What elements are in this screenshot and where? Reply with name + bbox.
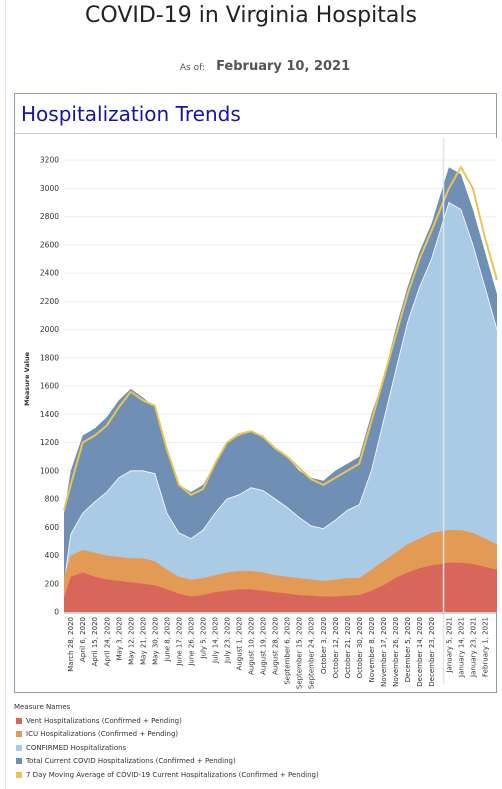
- page-title: COVID-19 in Virginia Hospitals: [85, 3, 417, 28]
- as-of-line: As of: February 10, 2021: [0, 55, 502, 74]
- legend-item[interactable]: CONFIRMED Hospitalizations: [14, 741, 319, 755]
- x-tick-label: November 8, 2020: [368, 617, 376, 682]
- y-tick-label: 400: [45, 551, 60, 560]
- y-tick-label: 1200: [40, 438, 59, 447]
- x-tick-label: July 14, 2020: [212, 617, 220, 664]
- y-tick-label: 2000: [40, 325, 59, 334]
- x-tick-label: October 3, 2020: [320, 617, 328, 674]
- x-tick-label: September 15, 2020: [296, 617, 304, 689]
- legend-swatch: [16, 717, 22, 724]
- y-tick-label: 2800: [40, 212, 59, 221]
- y-tick-label: 0: [54, 608, 59, 617]
- y-tick-label: 1800: [40, 353, 59, 362]
- x-tick-label: October 21, 2020: [344, 617, 352, 678]
- x-tick-label: May 30, 2020: [151, 617, 159, 665]
- legend-label: Vent Hospitalizations (Confirmed + Pendi…: [26, 716, 182, 725]
- x-tick-label: June 26, 2020: [188, 617, 196, 667]
- legend-swatch: [16, 771, 22, 778]
- x-tick-label: April 6, 2020: [79, 617, 87, 662]
- x-tick-label: January 23, 2021: [469, 617, 477, 678]
- x-tick-label: December 23, 2020: [428, 617, 436, 687]
- y-tick-label: 2400: [40, 269, 59, 278]
- legend-swatch: [16, 731, 22, 738]
- legend-label: 7 Day Moving Average of COVID-19 Current…: [26, 770, 319, 779]
- x-tick-label: July 5, 2020: [200, 617, 208, 660]
- legend-label: ICU Hospitalizations (Confirmed + Pendin…: [26, 730, 179, 739]
- x-tick-label: August 10, 2020: [248, 617, 256, 675]
- x-tick-label: September 6, 2020: [284, 617, 292, 685]
- legend-item[interactable]: 7 Day Moving Average of COVID-19 Current…: [14, 768, 319, 782]
- x-tick-label: August 28, 2020: [272, 617, 280, 675]
- legend-label: CONFIRMED Hospitalizations: [26, 743, 127, 752]
- legend-item[interactable]: Total Current COVID Hospitalizations (Co…: [14, 755, 319, 769]
- confirmed-hospitalizations-outline: [63, 201, 498, 584]
- y-tick-label: 2600: [40, 240, 59, 249]
- page-left-rule: [5, 0, 6, 789]
- x-tick-label: December 5, 2020: [404, 617, 412, 682]
- x-tick-label: May 12, 2020: [127, 617, 135, 665]
- legend-label: Total Current COVID Hospitalizations (Co…: [26, 757, 236, 766]
- vent-hospitalizations-area: [64, 562, 497, 612]
- x-tick-label: January 14, 2021: [457, 617, 465, 678]
- y-tick-label: 3000: [40, 184, 59, 193]
- hospitalization-trends-panel: Hospitalization Trends 0 200 400 600 800 1000…: [14, 93, 498, 693]
- y-tick-label: 1600: [40, 382, 59, 391]
- x-tick-label: January 5, 2021: [445, 617, 453, 673]
- x-tick-label: July 23, 2020: [224, 617, 232, 664]
- x-tick-label: December 14, 2020: [416, 617, 424, 687]
- legend: Measure Names Vent Hospitalizations (Con…: [14, 703, 319, 782]
- hospitalization-chart: 0 200 400 600 800 1000 1200 1400 1600 1800 2000 220…: [23, 138, 498, 689]
- as-of-date: February 10, 2021: [216, 59, 351, 74]
- legend-item[interactable]: Vent Hospitalizations (Confirmed + Pendi…: [14, 714, 319, 728]
- x-tick-label: September 24, 2020: [308, 617, 316, 689]
- x-tick-label: November 17, 2020: [380, 617, 388, 687]
- legend-swatch: [16, 744, 22, 751]
- x-tick-label: February 1, 2021: [482, 617, 490, 677]
- as-of-label: As of:: [179, 63, 205, 73]
- legend-item[interactable]: ICU Hospitalizations (Confirmed + Pendin…: [14, 728, 319, 742]
- y-tick-label: 600: [45, 523, 60, 532]
- x-tick-label: May 21, 2020: [139, 617, 147, 665]
- y-axis-label: Measure Value: [23, 351, 31, 406]
- panel-title-divider: [15, 133, 496, 134]
- x-tick-label: August 19, 2020: [260, 617, 268, 675]
- x-tick-label: November 26, 2020: [392, 617, 400, 687]
- x-tick-label: May 3, 2020: [115, 617, 123, 660]
- x-tick-label: June 8, 2020: [163, 617, 171, 662]
- x-tick-label: October 12, 2020: [332, 617, 340, 678]
- x-tick-label: March 28, 2020: [67, 617, 75, 672]
- panel-title: Hospitalization Trends: [21, 102, 241, 126]
- y-tick-label: 1400: [40, 410, 59, 419]
- legend-title: Measure Names: [14, 703, 71, 711]
- legend-swatch: [16, 758, 22, 765]
- x-tick-label: October 30, 2020: [356, 617, 364, 678]
- x-tick-label: April 24, 2020: [103, 617, 111, 666]
- y-tick-label: 1000: [40, 466, 59, 475]
- confirmed-hospitalizations-area: [64, 202, 497, 612]
- y-tick-label: 2200: [40, 297, 59, 306]
- y-tick-label: 200: [45, 579, 60, 588]
- y-tick-label: 800: [45, 495, 60, 504]
- y-tick-label: 3200: [40, 156, 59, 165]
- moving-average-line: [63, 165, 498, 511]
- x-tick-label: August 1, 2020: [236, 617, 244, 670]
- x-tick-label: April 15, 2020: [91, 617, 99, 666]
- x-tick-label: June 17, 2020: [175, 617, 183, 667]
